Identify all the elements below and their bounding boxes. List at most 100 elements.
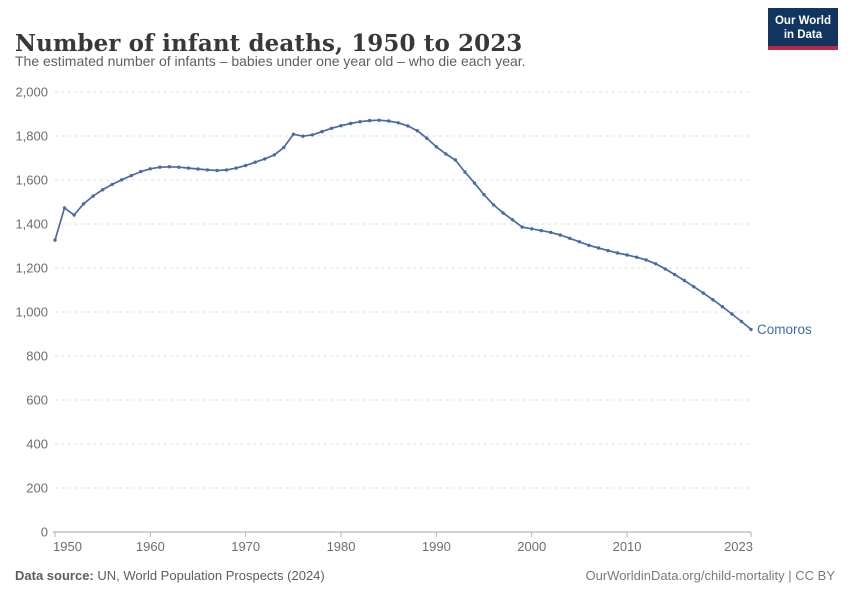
data-point[interactable] — [120, 178, 124, 182]
chart-footer: Data source: UN, World Population Prospe… — [15, 568, 835, 583]
data-point[interactable] — [186, 166, 191, 170]
data-point[interactable] — [472, 181, 477, 185]
data-point[interactable] — [444, 152, 448, 156]
data-source-label: Data source: — [15, 568, 94, 583]
data-point[interactable] — [739, 319, 744, 324]
data-point[interactable] — [139, 169, 143, 174]
y-tick-label: 400 — [26, 437, 48, 452]
data-point[interactable] — [663, 267, 667, 271]
x-tick-label: 1980 — [327, 539, 356, 554]
data-point[interactable] — [62, 206, 67, 210]
data-point[interactable] — [625, 253, 629, 257]
data-point[interactable] — [339, 124, 343, 128]
data-source-text: UN, World Population Prospects (2024) — [93, 568, 325, 583]
data-point[interactable] — [148, 167, 152, 171]
x-tick-label: 1950 — [53, 539, 82, 554]
data-point[interactable] — [291, 132, 296, 136]
data-point[interactable] — [310, 133, 315, 137]
data-point[interactable] — [177, 165, 181, 169]
data-point[interactable] — [463, 170, 467, 174]
data-point[interactable] — [434, 145, 439, 149]
x-tick-label: 2023 — [724, 539, 753, 554]
data-point[interactable] — [730, 312, 734, 316]
data-point[interactable] — [701, 291, 705, 295]
data-point[interactable] — [615, 251, 620, 255]
y-tick-label: 800 — [26, 349, 48, 364]
data-point[interactable] — [224, 168, 229, 172]
data-point[interactable] — [196, 167, 200, 171]
data-point[interactable] — [329, 126, 334, 130]
owid-logo[interactable]: Our World in Data — [767, 8, 838, 51]
data-point[interactable] — [749, 327, 753, 332]
data-point[interactable] — [587, 243, 591, 247]
data-point[interactable] — [682, 278, 686, 283]
data-point[interactable] — [577, 240, 582, 244]
data-point[interactable] — [425, 136, 429, 140]
data-point[interactable] — [387, 119, 391, 123]
data-point[interactable] — [711, 298, 715, 302]
data-point[interactable] — [129, 173, 133, 178]
data-point[interactable] — [539, 228, 543, 233]
y-tick-label: 1,800 — [15, 129, 48, 144]
data-point[interactable] — [453, 158, 458, 162]
data-point[interactable] — [367, 118, 372, 123]
x-tick-label: 2000 — [517, 539, 546, 554]
data-point[interactable] — [358, 120, 362, 124]
chart-subtitle: The estimated number of infants – babies… — [15, 53, 526, 69]
data-point[interactable] — [91, 194, 95, 198]
data-point[interactable] — [558, 233, 562, 237]
data-point[interactable] — [396, 121, 400, 125]
data-point[interactable] — [720, 305, 725, 309]
data-point[interactable] — [520, 225, 524, 229]
license-credit[interactable]: OurWorldinData.org/child-mortality | CC … — [585, 568, 836, 583]
data-point[interactable] — [53, 238, 57, 242]
data-point[interactable] — [301, 134, 305, 138]
data-point[interactable] — [644, 258, 648, 262]
data-point[interactable] — [568, 236, 572, 240]
data-point[interactable] — [491, 203, 496, 207]
data-point[interactable] — [692, 285, 696, 289]
data-point[interactable] — [110, 182, 114, 187]
data-point[interactable] — [510, 218, 515, 222]
data-point[interactable] — [158, 165, 162, 169]
data-point[interactable] — [673, 272, 677, 277]
data-point[interactable] — [596, 246, 601, 250]
x-tick-label: 1970 — [231, 539, 260, 554]
data-point[interactable] — [272, 153, 276, 157]
series-label[interactable]: Comoros — [757, 322, 812, 337]
data-point[interactable] — [234, 166, 238, 170]
data-point[interactable] — [263, 157, 267, 161]
y-tick-label: 0 — [41, 525, 48, 540]
data-point[interactable] — [634, 255, 639, 259]
owid-logo-line2: in Data — [783, 29, 823, 42]
data-point[interactable] — [482, 193, 486, 197]
data-point[interactable] — [215, 168, 219, 173]
data-point[interactable] — [348, 121, 353, 126]
data-point[interactable] — [549, 230, 553, 235]
data-point[interactable] — [167, 165, 172, 169]
y-tick-label: 1,000 — [15, 305, 48, 320]
data-point[interactable] — [72, 213, 76, 217]
y-tick-label: 600 — [26, 393, 48, 408]
data-point[interactable] — [282, 145, 286, 150]
y-tick-label: 200 — [26, 481, 48, 496]
data-point[interactable] — [501, 211, 505, 215]
data-point[interactable] — [406, 124, 410, 128]
data-point[interactable] — [606, 248, 610, 253]
data-point[interactable] — [415, 129, 419, 133]
data-point[interactable] — [253, 160, 257, 164]
data-point[interactable] — [244, 163, 248, 168]
data-point[interactable] — [101, 188, 105, 192]
owid-logo-line1: Our World — [774, 15, 831, 27]
data-point[interactable] — [530, 227, 534, 231]
data-line-comoros[interactable] — [54, 119, 752, 331]
y-tick-label: 1,200 — [15, 261, 48, 276]
data-point[interactable] — [654, 262, 658, 266]
data-source-note: Data source: UN, World Population Prospe… — [15, 568, 325, 583]
data-point[interactable] — [205, 168, 210, 172]
data-point[interactable] — [81, 202, 86, 206]
data-point[interactable] — [377, 118, 381, 122]
data-point[interactable] — [320, 129, 324, 134]
